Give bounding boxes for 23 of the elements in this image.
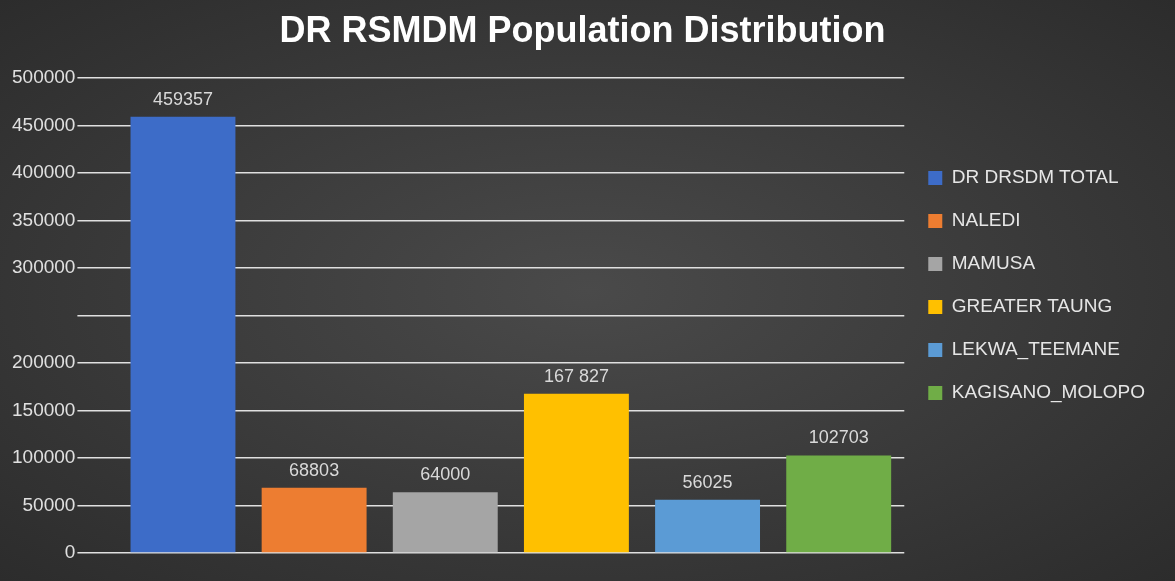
y-tick-label: 500000 [12,66,76,88]
y-tick-label: 450000 [12,113,76,135]
y-tick-label: 200000 [12,351,76,373]
data-label: 167 827 [543,365,609,386]
y-tick-label: 50000 [22,493,76,515]
data-label: 56025 [682,471,733,492]
legend-label: LEKWA_TEEMANE [951,338,1121,361]
y-tick-label: 100000 [12,446,76,468]
legend-label: KAGISANO_MOLOPO [951,381,1146,404]
data-label: 64000 [420,464,471,485]
legend-label: DR DRSDM TOTAL [951,166,1119,188]
y-tick-label: 350000 [12,208,76,230]
y-tick-label: 150000 [12,398,76,420]
data-label: 459357 [152,88,214,109]
y-tick-label: 400000 [12,161,76,183]
y-tick-label: 300000 [12,256,76,278]
data-label: 102703 [808,427,869,448]
legend-label: NALEDI [951,209,1021,231]
data-label: 68803 [289,459,340,480]
legend-label: MAMUSA [951,252,1036,274]
chart-title: DR RSMDM Population Distribution [279,8,886,50]
legend-label: GREATER TAUNG [951,295,1113,317]
y-tick-label: 0 [64,541,76,563]
